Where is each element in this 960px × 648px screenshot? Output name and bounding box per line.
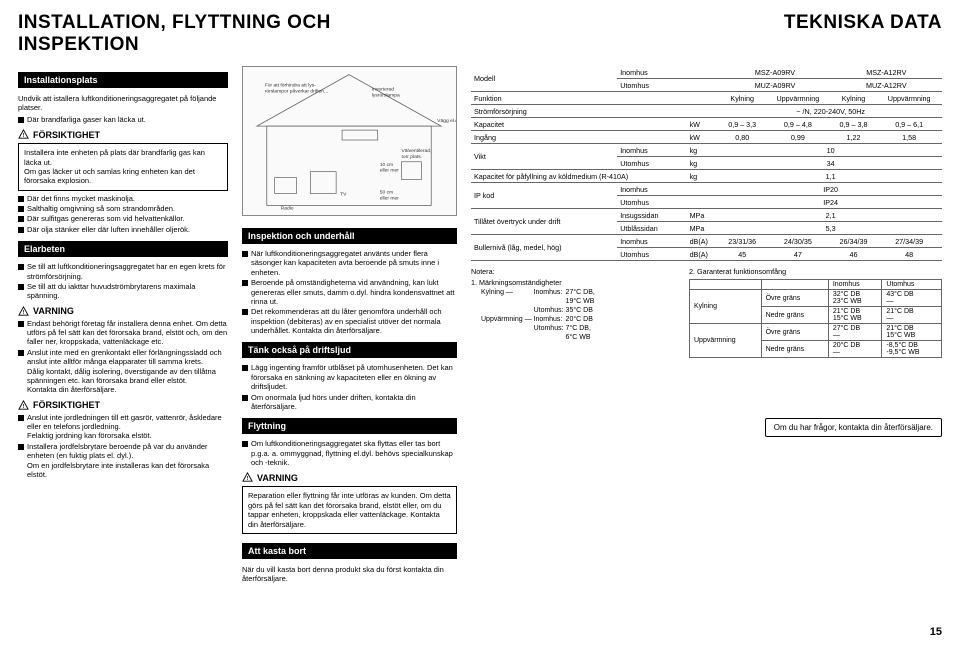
- page-number: 15: [930, 626, 942, 638]
- svg-text:lysrörslampa: lysrörslampa: [372, 92, 400, 98]
- svg-text:!: !: [23, 309, 25, 315]
- bullet: Där brandfarliga gaser kan läcka ut.: [27, 115, 228, 124]
- bullet: Där det finns mycket maskinolja.: [27, 194, 228, 203]
- bullet: Det rekommenderas att du låter genomföra…: [251, 307, 457, 335]
- section-inspection: Inspektion och underhåll: [242, 228, 457, 244]
- warning-head: !VARNING: [18, 306, 228, 317]
- svg-text:Välventilerad,: Välventilerad,: [402, 148, 432, 154]
- svg-text:För att förhindra att lys-: För att förhindra att lys-: [265, 83, 316, 89]
- bullet: När luftkonditioneringsaggregatet använt…: [251, 249, 457, 277]
- col-left: Installationsplats Undvik att istallera …: [18, 66, 228, 586]
- svg-text:eller mer: eller mer: [380, 168, 400, 174]
- bullet: Lägg ingenting framför utblåset på utomh…: [251, 363, 457, 391]
- warning-head-2: !VARNING: [242, 472, 457, 483]
- warning-box: Reparation eller flyttning får inte utfö…: [242, 486, 457, 534]
- warning-icon: !: [18, 400, 29, 411]
- svg-text:eller mer: eller mer: [380, 195, 400, 201]
- notes-col1: Notera: 1. Märkningsomständigheter Kylni…: [471, 267, 671, 358]
- caution-box: Installera inte enheten på plats där bra…: [18, 143, 228, 191]
- svg-text:!: !: [23, 133, 25, 139]
- intro-text: Undvik att istallera luftkonditionerings…: [18, 94, 228, 113]
- section-moving: Flyttning: [242, 418, 457, 434]
- bullet: Endast behörigt företag får installera d…: [27, 319, 228, 347]
- bullet: Där sulfitgas genereras som vid helvatte…: [27, 214, 228, 223]
- svg-text:!: !: [247, 476, 249, 482]
- notes-col2: 2. Garanterat funktionsomfång InomhusUto…: [689, 267, 942, 358]
- svg-text:50 cm: 50 cm: [380, 190, 393, 196]
- svg-text:TV: TV: [340, 191, 347, 197]
- svg-text:rörslampor påverkar driften...: rörslampor påverkar driften...: [265, 87, 328, 94]
- warning-icon: !: [242, 472, 253, 483]
- section-installation: Installationsplats: [18, 72, 228, 88]
- bullet: Se till att du iakttar huvudströmbrytare…: [27, 282, 228, 301]
- bullet: Anslut inte jordledningen till ett gasrö…: [27, 413, 228, 441]
- col-right: ModellInomhusMSZ-A09RVMSZ-A12RV UtomhusM…: [471, 66, 942, 586]
- title-left: INSTALLATION, FLYTTNING OCH INSPEKTION: [18, 12, 453, 56]
- bullet: Anslut inte med en grenkontakt eller för…: [27, 348, 228, 395]
- title-right: TEKNISKA DATA: [467, 12, 942, 34]
- svg-text:torr plats.: torr plats.: [402, 154, 423, 160]
- svg-text:Radio: Radio: [281, 205, 294, 211]
- section-dispose: Att kasta bort: [242, 543, 457, 559]
- bullet: Där olja stänker eller där luften innehå…: [27, 225, 228, 234]
- house-diagram: För att förhindra att lys- rörslampor på…: [242, 66, 457, 216]
- warning-icon: !: [18, 129, 29, 140]
- bullet: Salthaltig omgivning så som strandområde…: [27, 204, 228, 213]
- caution-head-2: !FÖRSIKTIGHET: [18, 400, 228, 411]
- contact-button: Om du har frågor, kontakta din återförsä…: [765, 418, 942, 437]
- bullet: Om luftkonditioneringsaggregatet ska fly…: [251, 439, 457, 467]
- bullet: Beroende på omständigheterna vid användn…: [251, 278, 457, 306]
- svg-text:Vägg el.dyl.: Vägg el.dyl.: [437, 118, 456, 124]
- svg-text:!: !: [23, 403, 25, 409]
- section-electrical: Elarbeten: [18, 241, 228, 257]
- warning-icon: !: [18, 306, 29, 317]
- bullet: Installera jordfelsbrytare beroende på v…: [27, 442, 228, 480]
- col-mid: För att förhindra att lys- rörslampor på…: [242, 66, 457, 586]
- bullet: Om onormala ljud hörs under driften, kon…: [251, 393, 457, 412]
- spec-table: ModellInomhusMSZ-A09RVMSZ-A12RV UtomhusM…: [471, 66, 942, 261]
- caution-head: !FÖRSIKTIGHET: [18, 129, 228, 140]
- dispose-text: När du vill kasta bort denna produkt ska…: [242, 565, 457, 584]
- svg-text:Inverterad: Inverterad: [372, 86, 394, 92]
- bullet: Se till att luftkonditioneringsaggregate…: [27, 262, 228, 281]
- section-noise: Tänk också på driftsljud: [242, 342, 457, 358]
- svg-text:10 cm: 10 cm: [380, 162, 393, 168]
